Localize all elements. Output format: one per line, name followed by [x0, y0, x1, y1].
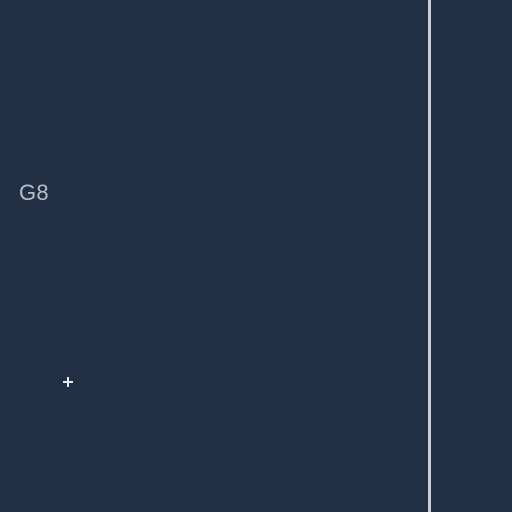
plus-icon[interactable] [61, 375, 75, 389]
cell-reference-label: G8 [19, 180, 49, 205]
pane-divider-handle[interactable] [428, 0, 431, 512]
side-pane [431, 0, 512, 512]
